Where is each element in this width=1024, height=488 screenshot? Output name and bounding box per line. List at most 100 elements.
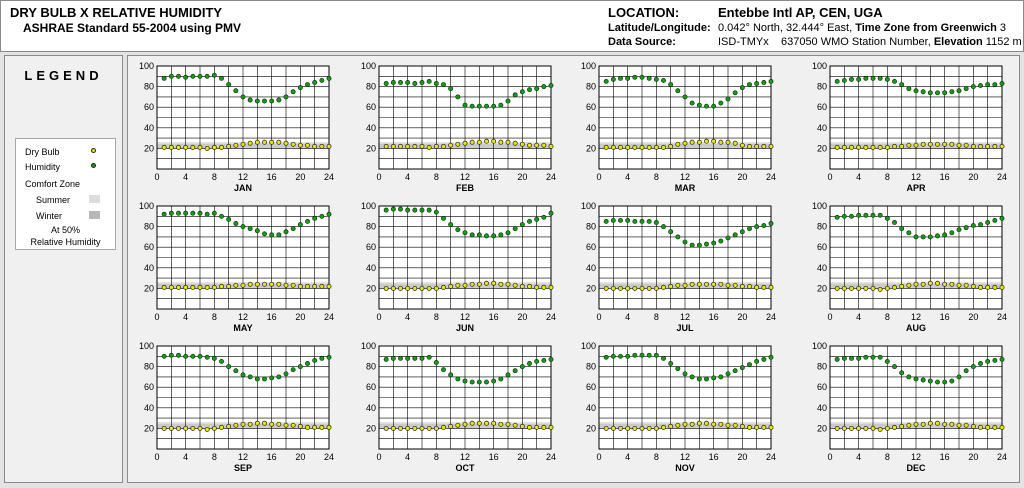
wmo-value: 637050 WMO Station Number, <box>780 36 931 48</box>
dry-bulb-point <box>455 422 461 428</box>
dry-bulb-point <box>863 144 869 150</box>
x-tick-label: 12 <box>460 452 470 462</box>
month-label: FEB <box>456 183 475 193</box>
humidity-point <box>548 356 554 362</box>
month-chart-jan: 20 40 60 80 100 0 4 8 12 16 20 24 JAN <box>139 61 334 193</box>
dry-bulb-point <box>448 423 454 429</box>
y-tick-label: 20 <box>144 143 154 153</box>
humidity-point <box>963 368 969 374</box>
x-tick-label: 16 <box>489 172 499 182</box>
x-tick-label: 0 <box>827 452 832 462</box>
humidity-point <box>390 206 396 212</box>
plot-border <box>598 65 772 170</box>
y-tick-label: 80 <box>817 222 827 232</box>
y-tick-label: 40 <box>366 403 376 413</box>
humidity-point <box>455 227 461 233</box>
dry-bulb-point <box>856 144 862 150</box>
x-tick-label: 16 <box>267 312 277 322</box>
dry-bulb-point <box>226 283 232 289</box>
humidity-point <box>985 82 991 87</box>
x-tick-label: 8 <box>885 312 890 322</box>
y-tick-label: 80 <box>586 362 596 372</box>
humidity-point <box>992 357 998 363</box>
x-tick-label: 20 <box>737 312 747 322</box>
legend-summer-swatch <box>89 195 100 203</box>
humidity-point <box>927 90 933 96</box>
x-tick-label: 20 <box>295 172 305 182</box>
humidity-point <box>639 74 645 80</box>
month-chart-nov: 20 40 60 80 100 0 4 8 12 16 20 24 NOV <box>581 341 776 473</box>
humidity-point <box>455 376 461 382</box>
dry-bulb-point <box>927 280 933 286</box>
humidity-point <box>841 213 847 219</box>
humidity-point <box>433 209 439 215</box>
humidity-point <box>704 241 709 247</box>
month-label: MAR <box>675 183 696 193</box>
y-tick-label: 60 <box>366 382 376 392</box>
humidity-point <box>856 76 862 82</box>
legend-humidity-label: Humidity <box>25 162 61 172</box>
humidity-point <box>211 210 217 216</box>
dry-bulb-point <box>527 424 532 430</box>
dry-bulb-point <box>849 285 854 291</box>
dry-bulb-point <box>739 283 745 289</box>
dry-bulb-point <box>505 421 511 427</box>
dry-bulb-point <box>610 285 616 291</box>
dry-bulb-point <box>618 144 623 150</box>
y-tick-label: 40 <box>817 403 827 413</box>
dry-bulb-point <box>512 422 518 428</box>
humidity-point <box>870 354 876 360</box>
dry-bulb-point <box>534 424 540 430</box>
x-tick-label: 20 <box>968 452 978 462</box>
humidity-point <box>211 72 217 78</box>
humidity-point <box>768 79 774 84</box>
plot-border <box>156 345 330 450</box>
dry-bulb-point <box>739 142 745 148</box>
plot-border <box>598 345 772 450</box>
humidity-point <box>999 356 1005 362</box>
humidity-point <box>834 356 840 362</box>
dry-bulb-point <box>512 282 518 288</box>
humidity-point <box>219 359 224 364</box>
humidity-point <box>913 234 919 240</box>
dry-bulb-point <box>204 145 210 151</box>
x-tick-label: 8 <box>654 172 659 182</box>
humidity-point <box>985 359 991 364</box>
dry-bulb-point <box>927 141 933 147</box>
dry-bulb-point <box>190 284 196 290</box>
dry-bulb-point <box>548 424 554 430</box>
dry-bulb-point <box>618 425 623 431</box>
dry-bulb-point <box>653 425 659 431</box>
humidity-point <box>484 233 489 239</box>
location-value: Entebbe Intl AP, CEN, UGA <box>718 5 883 20</box>
dry-bulb-point <box>398 143 403 149</box>
x-tick-label: 20 <box>517 172 527 182</box>
x-tick-label: 16 <box>709 452 719 462</box>
dry-bulb-point <box>718 139 724 145</box>
month-label: JAN <box>234 183 252 193</box>
humidity-point <box>398 206 403 212</box>
dry-bulb-point <box>978 424 983 430</box>
humidity-point <box>476 103 482 109</box>
dry-bulb-point <box>963 142 969 148</box>
y-tick-label: 80 <box>144 222 154 232</box>
dry-bulb-point <box>405 425 411 431</box>
x-tick-label: 24 <box>766 312 776 322</box>
dry-bulb-point <box>505 139 511 145</box>
humidity-point <box>190 210 196 216</box>
y-tick-label: 100 <box>581 61 596 71</box>
dry-bulb-point <box>433 285 439 291</box>
dry-bulb-point <box>455 282 461 288</box>
humidity-point <box>841 355 847 361</box>
y-tick-label: 100 <box>139 341 154 351</box>
humidity-point <box>512 226 518 232</box>
month-chart-dec: 20 40 60 80 100 0 4 8 12 16 20 24 DEC <box>812 341 1007 473</box>
legend-summer-label: Summer <box>36 195 71 205</box>
humidity-point <box>899 370 905 376</box>
humidity-point <box>505 230 511 236</box>
dry-bulb-point <box>963 422 969 428</box>
humidity-point <box>305 82 310 87</box>
dry-bulb-point <box>956 422 962 428</box>
dry-bulb-point <box>675 141 681 147</box>
dry-bulb-point <box>970 423 976 429</box>
